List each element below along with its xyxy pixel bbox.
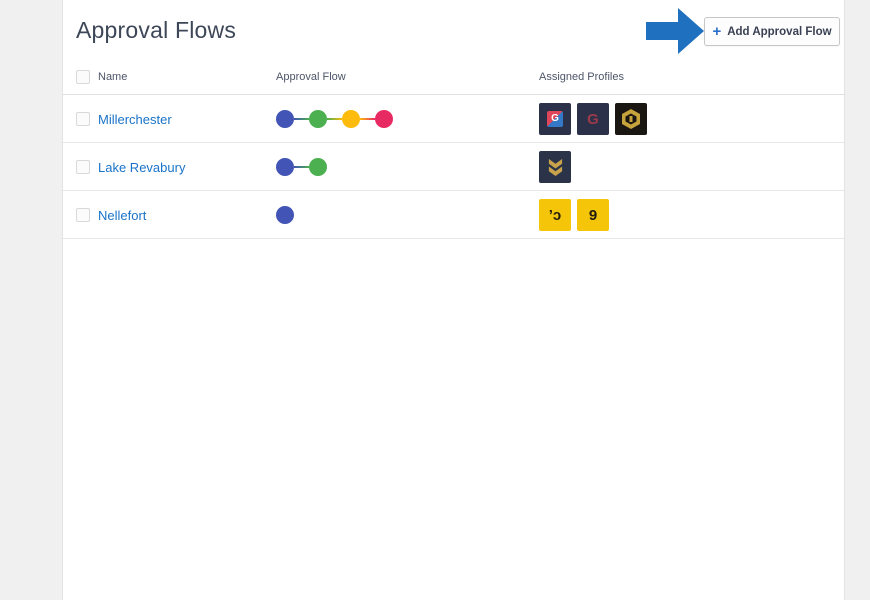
flow-connector-line [294,118,309,120]
flow-connector-line [294,166,309,168]
column-header-approval-flow: Approval Flow [276,71,346,83]
flow-name-link[interactable]: Lake Revabury [98,160,186,175]
annotation-arrow-icon [646,8,704,54]
arrow-head [678,8,704,54]
profile-avatar[interactable]: 9 [577,199,609,231]
table-header-row: Name Approval Flow Assigned Profiles [63,62,844,95]
flow-connector-line [327,118,342,120]
approval-flow-dots [276,191,294,239]
flow-step-dot [342,110,360,128]
approval-flow-dots [276,143,327,191]
table-row: Nellefort ’ɔ 9 [63,191,844,239]
page-title: Approval Flows [76,17,237,43]
flow-name-link[interactable]: Millerchester [98,112,172,127]
row-checkbox[interactable] [76,160,90,174]
hexagon-emblem-icon [622,109,640,129]
add-approval-flow-button[interactable]: + Add Approval Flow [704,17,840,46]
assigned-profiles: ’ɔ 9 [539,199,609,231]
profile-letter-glyph: ’ɔ [548,206,562,224]
split-square-logo-icon: G [547,111,563,127]
approval-flow-dots [276,95,393,143]
row-checkbox[interactable] [76,112,90,126]
profile-avatar[interactable]: ’ɔ [539,199,571,231]
flow-connector-line [360,118,375,120]
flow-step-dot [276,206,294,224]
approval-flows-table: Name Approval Flow Assigned Profiles Mil… [63,62,844,239]
arrow-tail [646,22,678,40]
main-panel: Approval Flows + Add Approval Flow Name … [62,0,845,600]
flow-step-dot [309,110,327,128]
select-all-checkbox[interactable] [76,70,90,84]
profile-letter-glyph: 9 [588,206,598,224]
profile-letter-glyph: G [587,110,599,128]
flow-step-dot [309,158,327,176]
profile-avatar[interactable]: G [539,103,571,135]
profile-avatar[interactable] [615,103,647,135]
table-row: Lake Revabury [63,143,844,191]
flow-name-link[interactable]: Nellefort [98,208,147,223]
flow-step-dot [375,110,393,128]
column-header-name: Name [98,71,128,83]
column-header-assigned-profiles: Assigned Profiles [539,71,624,83]
flow-step-dot [276,158,294,176]
row-checkbox[interactable] [76,208,90,222]
add-approval-flow-label: Add Approval Flow [727,25,832,38]
chevron-badge-icon [548,158,562,176]
flow-step-dot [276,110,294,128]
profile-avatar[interactable] [539,151,571,183]
plus-icon: + [712,23,722,40]
profile-avatar[interactable]: G [577,103,609,135]
assigned-profiles [539,151,571,183]
